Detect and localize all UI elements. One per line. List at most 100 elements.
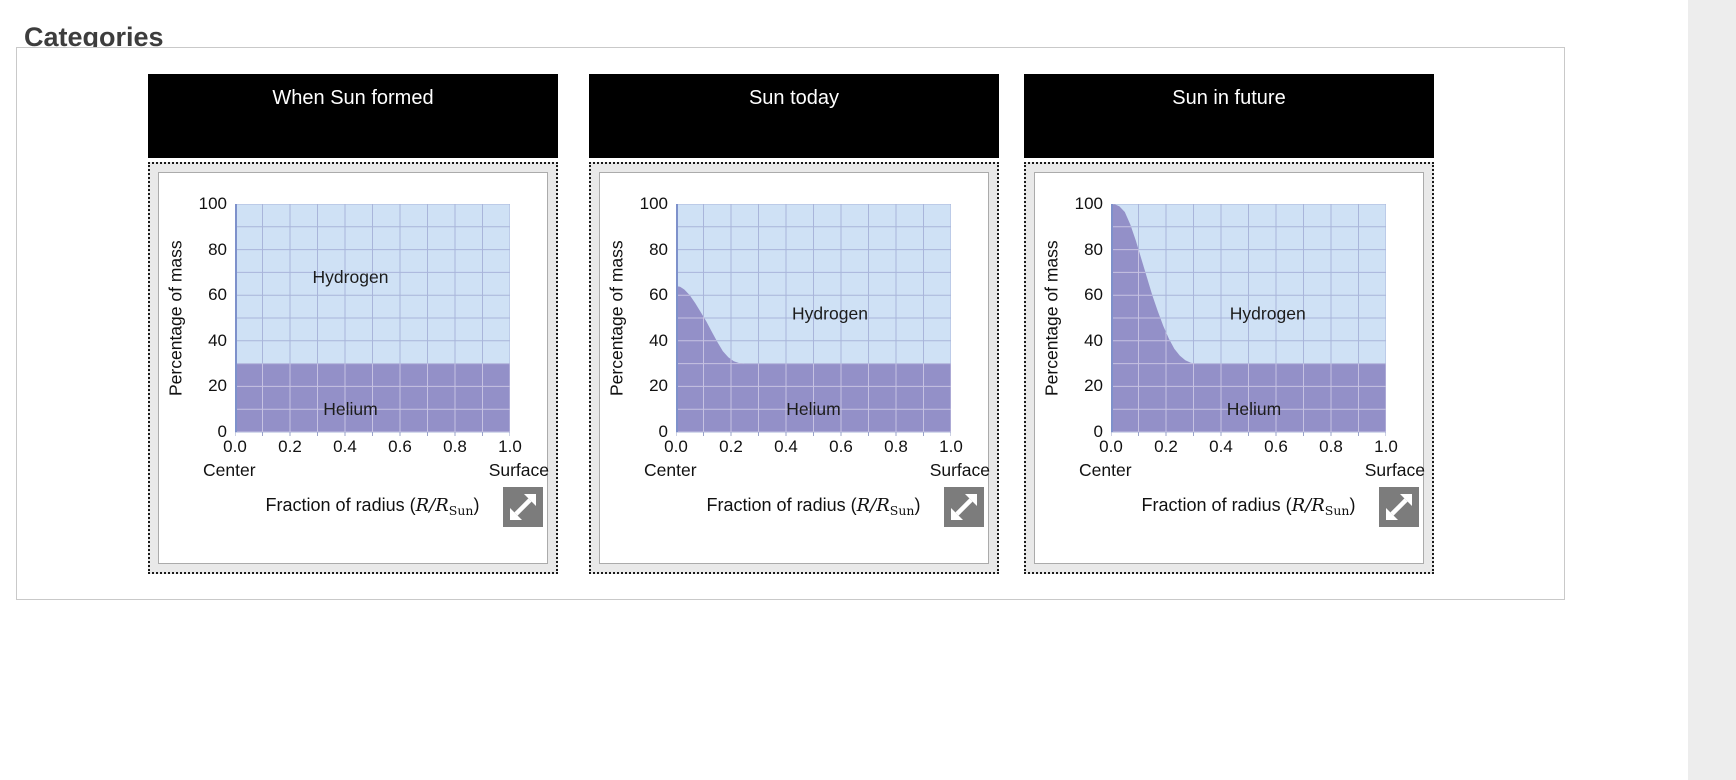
sun-subscript: Sun [889, 503, 915, 518]
x-tick-label: 0.2 [719, 437, 743, 456]
x-tick-label: 1.0 [939, 437, 963, 456]
expand-image-button[interactable] [503, 487, 543, 527]
x-tick-label: 0.0 [223, 437, 247, 456]
category-panel-1: When Sun formed Percentage of mass 0 20 40 6… [148, 74, 558, 574]
panel-title: Sun in future [1172, 87, 1286, 109]
sun-radius-symbol: R [435, 495, 449, 516]
panel-title: When Sun formed [272, 87, 434, 109]
helium-label: Helium [786, 399, 840, 419]
grid-lines [235, 363, 510, 432]
x-tick-label: 0.4 [333, 437, 357, 456]
hydrogen-label: Hydrogen [313, 267, 389, 287]
panel-header: Sun in future [1024, 74, 1434, 158]
surface-label: Surface [929, 460, 990, 480]
x-axis-label: Fraction of radius (R/RSun) [229, 495, 516, 518]
helium-area [1111, 204, 1386, 432]
radius-symbol: R [856, 495, 871, 516]
y-tick-label: 80 [1084, 239, 1103, 259]
sun-composition-chart-future: Percentage of mass 0 20 40 60 80 100 Hydrogen He… [1035, 173, 1425, 563]
x-tick-label: 0.8 [443, 437, 467, 456]
x-tick-label: 0.6 [829, 437, 853, 456]
sun-composition-chart-today: Percentage of mass 0 20 40 60 80 100 Hydrogen He… [600, 173, 990, 563]
surface-label: Surface [1364, 460, 1425, 480]
x-tick-label: 0.4 [774, 437, 798, 456]
center-label: Center [1079, 460, 1132, 480]
right-gutter [1688, 0, 1736, 780]
category-item-when-sun-formed[interactable]: Percentage of mass 0 20 40 60 80 100 Hydrogen He… [148, 162, 558, 574]
x-tick-label: 0.8 [884, 437, 908, 456]
panel-title: Sun today [748, 87, 840, 109]
x-tick-label: 0.0 [664, 437, 688, 456]
sun-radius-symbol: R [876, 495, 890, 516]
y-tick-label: 80 [649, 239, 668, 259]
panel-header: When Sun formed [148, 74, 558, 158]
y-tick-label: 0 [658, 422, 668, 441]
slash: / [1305, 495, 1312, 516]
chart-card: Percentage of mass 0 20 40 60 80 100 Hydrogen He… [158, 172, 549, 564]
center-label: Center [644, 460, 697, 480]
helium-area [676, 286, 951, 432]
x-axis-label-text: Fraction of radius ( [706, 495, 857, 515]
y-axis-label: Percentage of mass [1041, 240, 1062, 396]
y-tick-label: 60 [208, 285, 227, 305]
surface-label: Surface [488, 460, 549, 480]
x-axis-label-text: Fraction of radius ( [1141, 495, 1292, 515]
y-tick-label: 100 [639, 194, 668, 213]
center-label: Center [203, 460, 256, 480]
hydrogen-label: Hydrogen [1230, 303, 1306, 323]
x-axis-label-text: ) [1349, 495, 1356, 515]
y-tick-label: 40 [208, 330, 227, 350]
y-tick-label: 20 [208, 376, 227, 396]
y-axis-label: Percentage of mass [606, 240, 627, 396]
x-tick-label: 0.6 [1264, 437, 1288, 456]
y-tick-label: 40 [649, 330, 668, 350]
y-tick-label: 0 [1093, 422, 1103, 441]
hydrogen-label: Hydrogen [792, 303, 868, 323]
sun-subscript: Sun [448, 503, 474, 518]
x-tick-label: 1.0 [498, 437, 522, 456]
slash: / [870, 495, 877, 516]
y-tick-label: 20 [1084, 376, 1103, 396]
x-axis-label: Fraction of radius (R/RSun) [670, 495, 957, 518]
chart-card: Percentage of mass 0 20 40 60 80 100 Hydrogen He… [1034, 172, 1425, 564]
y-tick-label: 100 [198, 194, 227, 213]
x-tick-label: 1.0 [1374, 437, 1398, 456]
y-axis-label: Percentage of mass [165, 240, 186, 396]
radius-symbol: R [415, 495, 430, 516]
slash: / [429, 495, 436, 516]
x-axis-label: Fraction of radius (R/RSun) [1105, 495, 1392, 518]
radius-symbol: R [1291, 495, 1306, 516]
sun-subscript: Sun [1324, 503, 1350, 518]
expand-diagonal-arrows-icon [951, 494, 977, 520]
x-tick-label: 0.6 [388, 437, 412, 456]
x-axis-label-text: Fraction of radius ( [265, 495, 416, 515]
category-panel-2: Sun today Percentage of mass 0 20 40 60 80 100… [589, 74, 999, 574]
expand-diagonal-arrows-icon [1386, 494, 1412, 520]
category-item-sun-today[interactable]: Percentage of mass 0 20 40 60 80 100 Hydrogen He… [589, 162, 999, 574]
category-panel-3: Sun in future Percentage of mass 0 20 40 60 8… [1024, 74, 1434, 574]
x-tick-label: 0.8 [1319, 437, 1343, 456]
y-tick-label: 60 [1084, 285, 1103, 305]
y-tick-label: 80 [208, 239, 227, 259]
sun-composition-chart-when-formed: Percentage of mass 0 20 40 60 80 100 Hydrogen He… [159, 173, 549, 563]
x-axis-label-text: ) [914, 495, 921, 515]
category-item-sun-in-future[interactable]: Percentage of mass 0 20 40 60 80 100 Hydrogen He… [1024, 162, 1434, 574]
categories-container: When Sun formed Percentage of mass 0 20 40 6… [16, 47, 1565, 600]
y-tick-label: 100 [1074, 194, 1103, 213]
chart-card: Percentage of mass 0 20 40 60 80 100 Hydrogen He… [599, 172, 990, 564]
y-tick-label: 20 [649, 376, 668, 396]
x-tick-label: 0.2 [278, 437, 302, 456]
expand-image-button[interactable] [1379, 487, 1419, 527]
y-tick-label: 0 [217, 422, 227, 441]
helium-label: Helium [323, 399, 377, 419]
x-axis-label-text: ) [473, 495, 480, 515]
x-tick-label: 0.4 [1209, 437, 1233, 456]
y-tick-label: 60 [649, 285, 668, 305]
expand-diagonal-arrows-icon [510, 494, 536, 520]
expand-image-button[interactable] [944, 487, 984, 527]
x-tick-label: 0.2 [1154, 437, 1178, 456]
y-tick-label: 40 [1084, 330, 1103, 350]
x-tick-label: 0.0 [1099, 437, 1123, 456]
helium-label: Helium [1227, 399, 1281, 419]
panel-header: Sun today [589, 74, 999, 158]
